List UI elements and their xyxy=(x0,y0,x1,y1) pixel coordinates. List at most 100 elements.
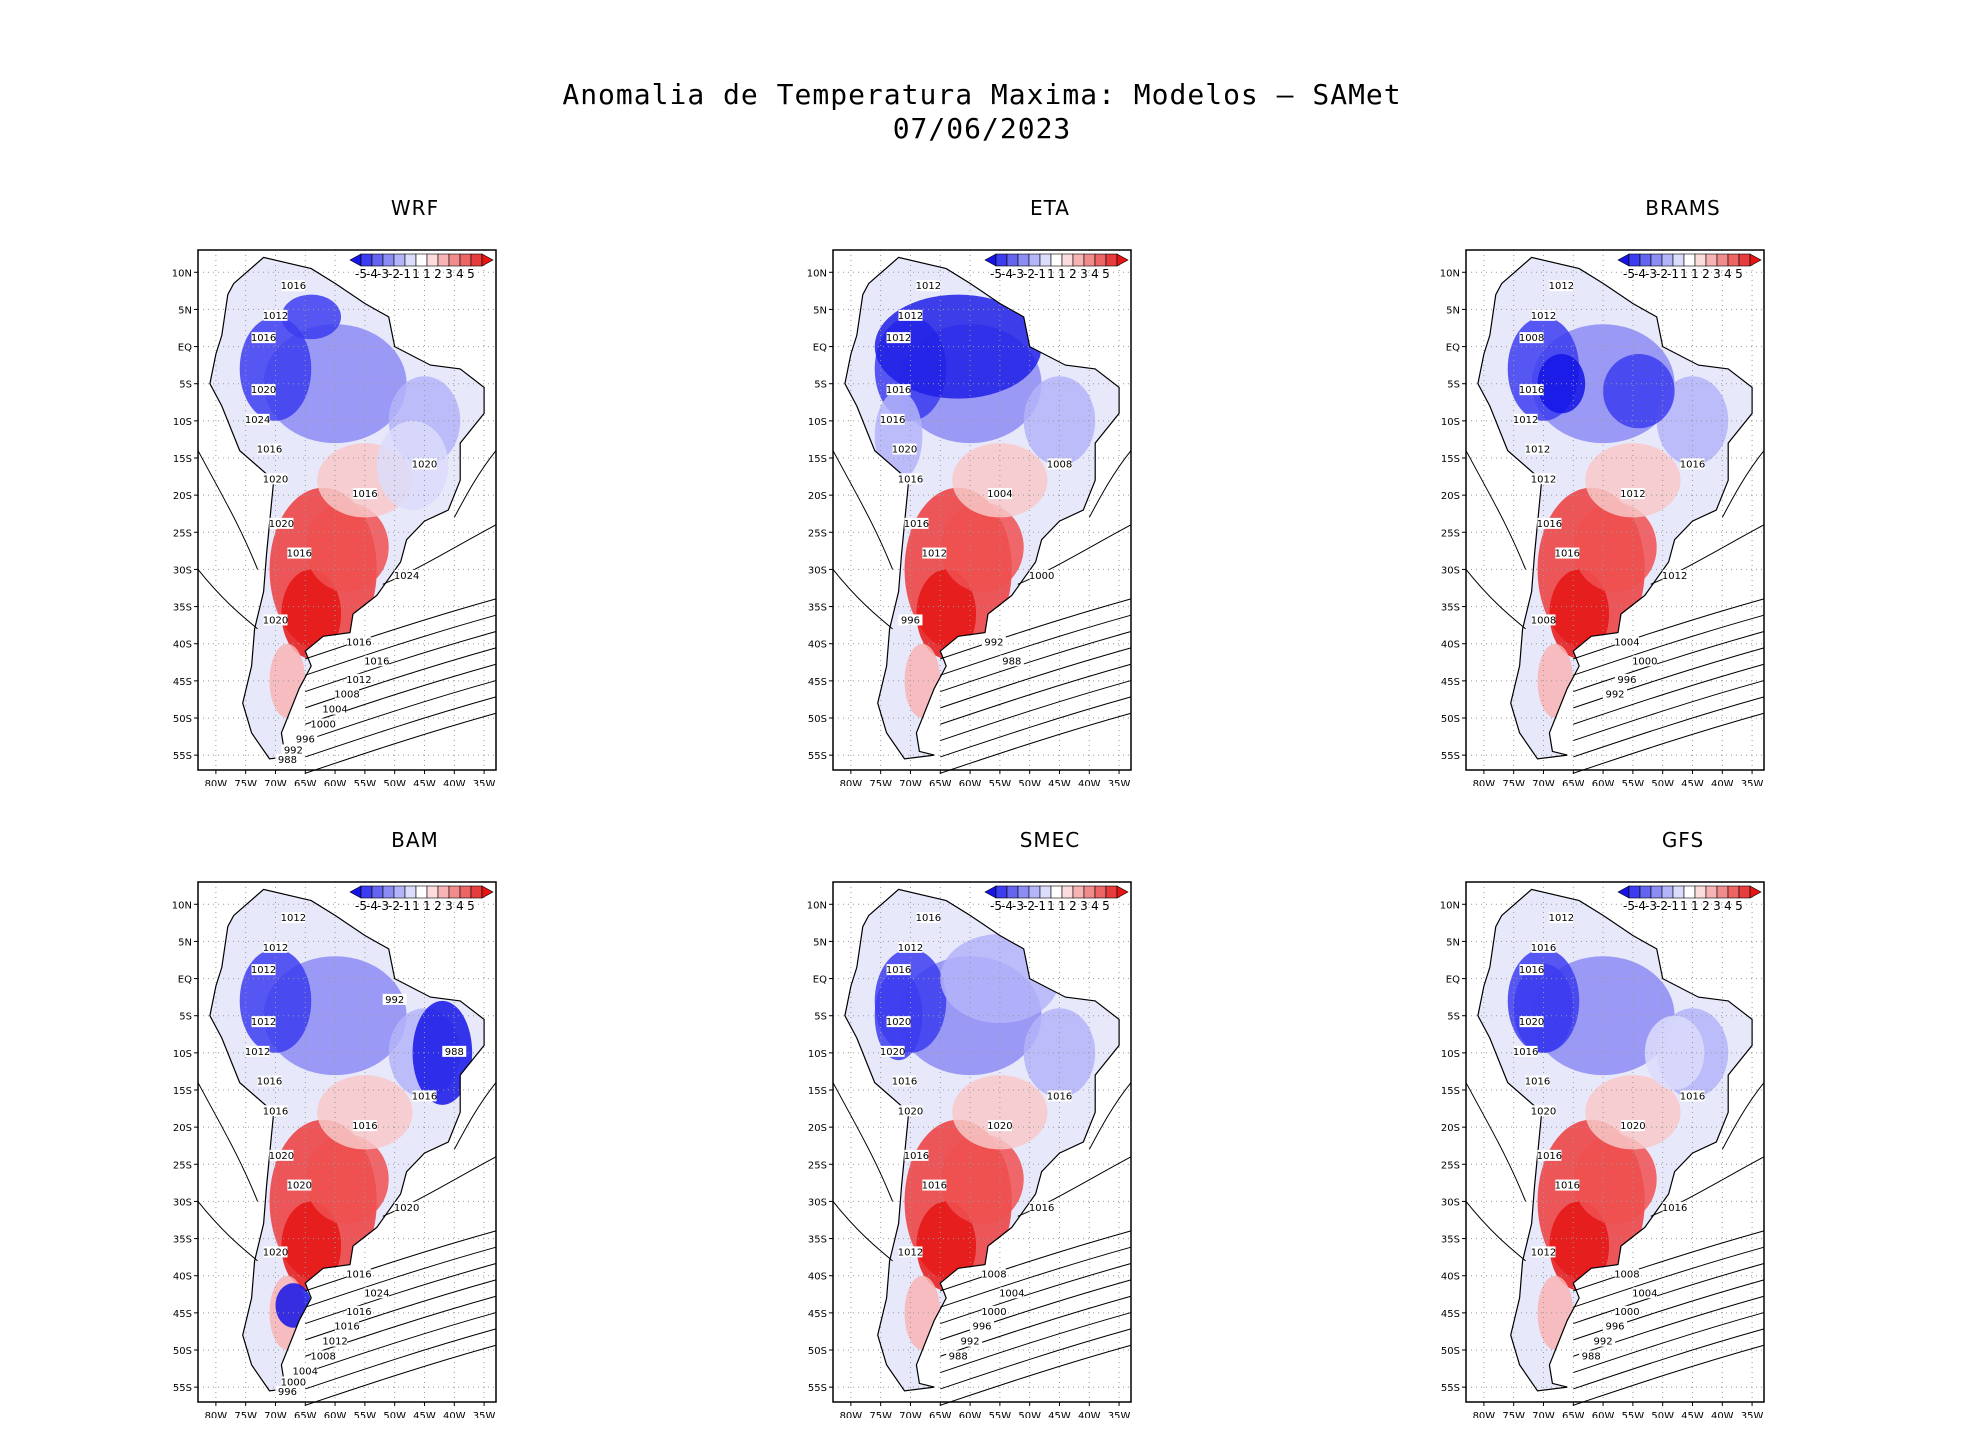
isobar-line xyxy=(940,680,1132,742)
isobar-label: 1016 xyxy=(1029,1203,1054,1214)
colorbar-swatch xyxy=(1006,253,1019,267)
lat-tick-label: 5N xyxy=(1446,305,1460,316)
anomaly-region xyxy=(1513,963,1574,1053)
isobars xyxy=(832,1082,1132,1406)
panel-title: ETA xyxy=(1030,196,1070,220)
grid xyxy=(833,882,1131,1402)
isobar-label: 1016 xyxy=(1537,1151,1562,1162)
isobar-label: 1012 xyxy=(916,281,941,292)
colorbar-swatch xyxy=(1672,253,1685,267)
isobar-label-bg xyxy=(412,458,437,470)
isobar-label-bg xyxy=(281,912,306,924)
colorbar-swatch xyxy=(415,885,428,899)
lon-tick-label: 60W xyxy=(324,779,347,786)
isobar-label-bg xyxy=(251,1016,276,1028)
lat-tick-label: 40S xyxy=(1441,640,1460,651)
isobar-label-bg xyxy=(263,309,288,321)
lat-tick-label: 20S xyxy=(808,1123,827,1134)
isobar-line xyxy=(1573,1246,1765,1308)
isobar-label-bg xyxy=(257,1075,282,1087)
lon-tick-label: 45W xyxy=(1681,779,1704,786)
colorbar-label: 5 xyxy=(1102,899,1110,913)
isobar-label-bg xyxy=(412,1090,437,1102)
isobar-label: 1012 xyxy=(1620,489,1645,500)
isobar-label: 1016 xyxy=(257,1077,282,1088)
colorbar: -5 -4 -3 -2 -1 1 1 2 3 4 5 xyxy=(1617,885,1762,913)
isobar-label-bg xyxy=(987,1120,1012,1132)
isobar-label-bg xyxy=(263,1105,288,1117)
lat-tick-label: 10S xyxy=(173,1049,192,1060)
isobar-label: 996 xyxy=(901,615,920,626)
isobar-label-bg xyxy=(269,1149,294,1161)
lon-tick-label: 70W xyxy=(899,1411,922,1418)
isobar-line xyxy=(1573,1263,1765,1325)
lat-tick-label: 45S xyxy=(808,1309,827,1320)
isobar-label-bg xyxy=(1531,1246,1556,1258)
isobar-label: 1004 xyxy=(293,1366,318,1377)
isobar-line xyxy=(940,631,1132,693)
colorbar-label: -3 xyxy=(1012,267,1024,281)
isobar-label: 992 xyxy=(984,638,1003,649)
isobar-label: 996 xyxy=(296,734,315,745)
isobar-line xyxy=(940,647,1132,709)
isobar-label-bg xyxy=(251,332,276,344)
isobar-label: 996 xyxy=(278,1387,297,1398)
colorbar-swatch xyxy=(404,253,417,267)
isobar-line xyxy=(1573,1312,1765,1374)
isobar-label-bg xyxy=(346,636,371,648)
isobar-label: 1020 xyxy=(263,615,288,626)
isobar-label: 1012 xyxy=(898,943,923,954)
colorbar-label: -1 xyxy=(1034,267,1046,281)
colorbar-swatch xyxy=(371,253,384,267)
colorbar-swatch xyxy=(1039,253,1052,267)
colorbar-swatch xyxy=(481,253,494,267)
isobar-line xyxy=(197,1201,258,1262)
isobar-label-bg xyxy=(1549,280,1574,292)
isobar-label: 1016 xyxy=(922,1181,947,1192)
colorbar-label: 4 xyxy=(1091,267,1099,281)
lon-tick-label: 35W xyxy=(1108,779,1131,786)
isobar-label-bg xyxy=(1029,1201,1054,1213)
isobar-line xyxy=(1573,647,1765,709)
isobar-label: 1012 xyxy=(346,675,371,686)
isobar-line xyxy=(305,680,497,742)
colorbar-swatch xyxy=(437,253,450,267)
lat-tick-label: 50S xyxy=(173,714,192,725)
isobar-label: 1016 xyxy=(352,1121,377,1132)
isobar-label: 1016 xyxy=(1555,549,1580,560)
lon-tick-label: 45W xyxy=(1681,1411,1704,1418)
isobar-label-bg xyxy=(1555,547,1580,559)
colorbar-swatch xyxy=(371,885,384,899)
colorbar-label: 1 xyxy=(1680,267,1688,281)
isobar-label-bg xyxy=(1531,473,1556,485)
isobar-label-bg xyxy=(892,1075,917,1087)
colorbar-swatch xyxy=(1705,885,1718,899)
isobar-line xyxy=(305,1279,497,1341)
colorbar-label: -5 xyxy=(990,899,1002,913)
lon-tick-label: 65W xyxy=(294,779,317,786)
colorbar-label: -4 xyxy=(1001,899,1013,913)
colorbar-label: -5 xyxy=(1623,267,1635,281)
isobar-label-bg xyxy=(1603,1320,1627,1332)
figure-title: Anomalia de Temperatura Maxima: Modelos … xyxy=(562,78,1402,111)
colorbar-label: -1 xyxy=(1667,267,1679,281)
lon-tick-label: 65W xyxy=(1562,779,1585,786)
isobar-label-bg xyxy=(987,488,1012,500)
colorbar-swatch xyxy=(426,253,439,267)
isobar-line xyxy=(1721,450,1765,518)
isobar-label-bg xyxy=(1614,636,1639,648)
lat-tick-label: 50S xyxy=(1441,714,1460,725)
isobar-label-bg xyxy=(364,655,389,667)
isobar-label: 1012 xyxy=(263,943,288,954)
anomaly-region xyxy=(940,1134,1024,1224)
isobar-label-bg xyxy=(892,443,917,455)
isobar-label: 988 xyxy=(1582,1351,1601,1362)
isobars xyxy=(1465,1082,1765,1406)
isobar-line xyxy=(305,663,497,725)
isobar-label: 1008 xyxy=(1047,459,1072,470)
isobar-line xyxy=(940,1279,1132,1341)
lat-tick-label: 55S xyxy=(173,751,192,762)
lat-tick-label: EQ xyxy=(813,975,827,986)
isobar-label: 1016 xyxy=(352,489,377,500)
isobar-label: 1016 xyxy=(898,474,923,485)
